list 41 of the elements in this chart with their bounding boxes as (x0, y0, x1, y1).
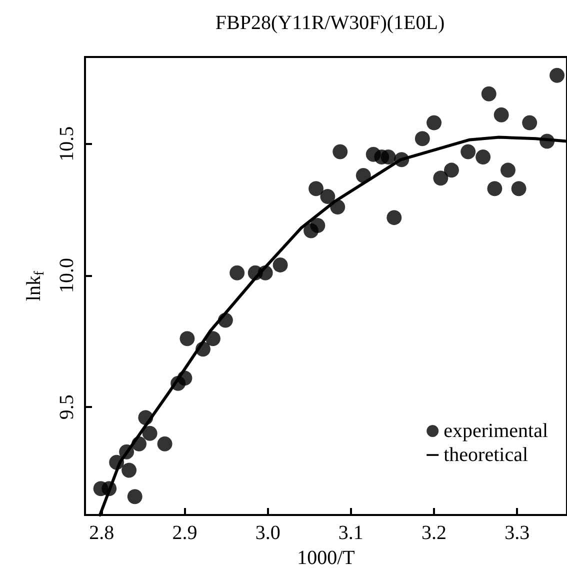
point (460, 144, 476, 160)
point (332, 144, 348, 160)
point (180, 331, 195, 346)
x-tick-label: 2.9 (172, 522, 198, 544)
point (122, 462, 137, 478)
x-tick-label: 2.8 (89, 522, 114, 544)
point (487, 181, 502, 196)
point (481, 86, 496, 102)
x-axis-title: 1000/T (297, 546, 355, 569)
point (444, 162, 459, 178)
point (386, 210, 402, 226)
point (320, 189, 336, 204)
x-tick-label: 3.2 (422, 522, 447, 544)
y-tick-label: 9.5 (56, 394, 78, 420)
point (230, 265, 245, 280)
point (550, 68, 565, 83)
point (414, 131, 430, 146)
point (433, 170, 448, 186)
x-tick-label: 3.1 (338, 522, 364, 544)
y-tick-label: 10.0 (56, 258, 78, 293)
point (500, 162, 516, 178)
point (308, 181, 324, 196)
x-tick-label: 3.3 (504, 522, 530, 544)
y-axis-title: lnkf (23, 270, 48, 302)
point (380, 150, 396, 165)
point (157, 436, 172, 452)
point (310, 218, 326, 233)
point (511, 181, 526, 196)
point (142, 426, 158, 441)
point (426, 115, 442, 130)
legend-label: experimental (444, 420, 548, 442)
legend-label: theoretical (444, 444, 528, 466)
point (476, 150, 491, 165)
point (127, 489, 142, 504)
point (272, 257, 288, 272)
chart-title: FBP28(Y11R/W30F)(1E0L) (215, 12, 445, 34)
point (522, 115, 538, 130)
y-tick-label: 10.5 (56, 126, 78, 162)
x-tick-label: 3.0 (255, 522, 280, 544)
point (494, 107, 509, 122)
point (356, 168, 371, 183)
